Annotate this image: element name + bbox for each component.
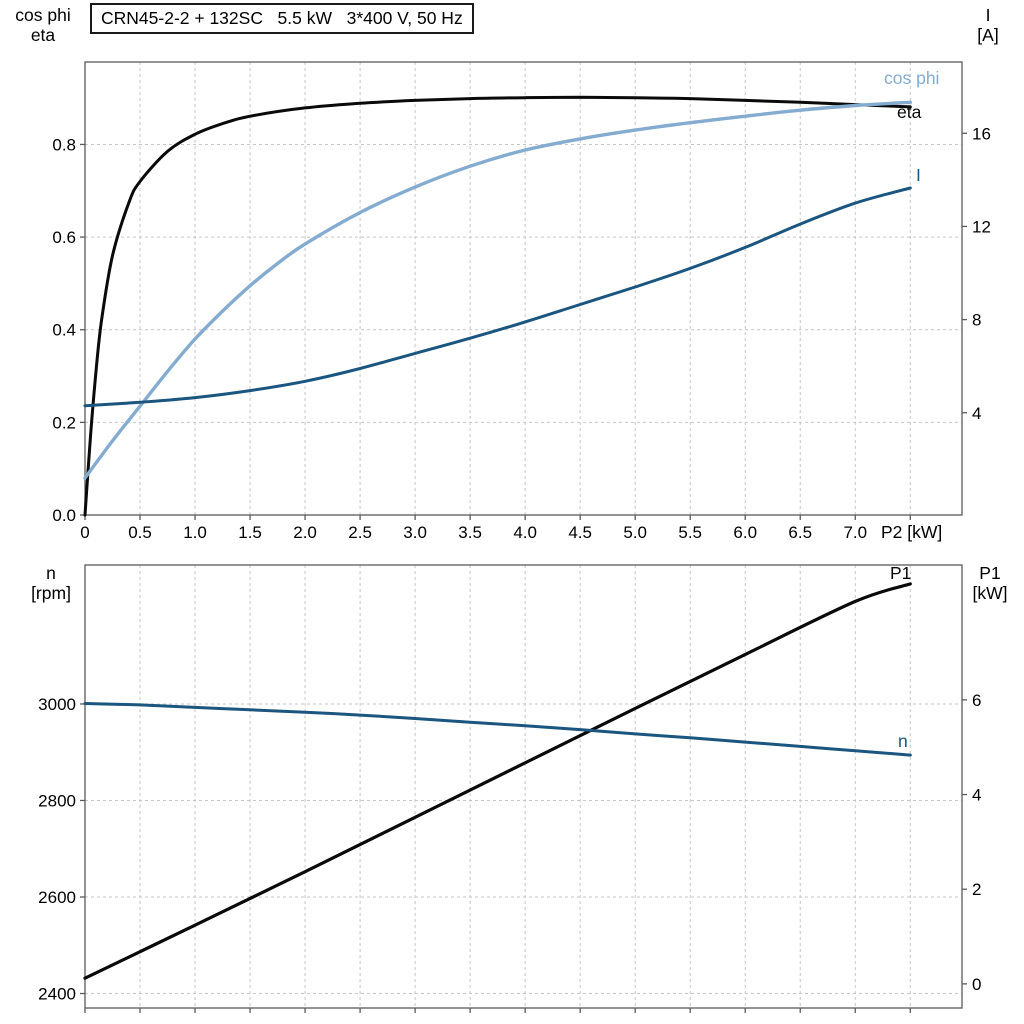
x-tick-label: 3.0 — [403, 523, 427, 542]
curve-eta — [83, 95, 912, 517]
curve-label-current: I — [916, 165, 921, 185]
chart-title-box: CRN45-2-2 + 132SC 5.5 kW 3*400 V, 50 Hz — [90, 3, 474, 34]
plot-frame — [84, 61, 963, 516]
axis-title-speed: n [rpm] — [22, 563, 80, 603]
axis-title-current-symbol: I — [985, 5, 991, 25]
y-right-tick-label: 12 — [972, 217, 991, 236]
curve-cos-phi — [83, 100, 912, 480]
curve-label-speed: n — [898, 731, 908, 751]
axis-title-speed-unit: [rpm] — [31, 582, 71, 603]
axis-title-eta: eta — [30, 24, 56, 45]
y-left-tick-label: 0.2 — [52, 413, 76, 432]
y-right-tick-label: 16 — [972, 124, 991, 143]
curve-current — [83, 186, 912, 408]
x-tick-label: 4.0 — [513, 523, 537, 542]
axis-title-cosphi-eta: cos phi eta — [6, 5, 80, 45]
x-tick-label: 6.5 — [788, 523, 812, 542]
y-left-tick-label: 0.8 — [52, 135, 76, 154]
x-tick-label: 6.0 — [733, 523, 757, 542]
x-tick-label: 5.0 — [623, 523, 647, 542]
x-tick-label: 0.5 — [128, 523, 152, 542]
y-left-tick-label: 0.4 — [52, 321, 76, 340]
motor-electrical-chart: 0.0 0.2 0.4 0.6 0.8 4 8 12 16 0 0.5 1.0 1.5 2.0 2.5 3.0… — [52, 61, 991, 542]
y-right-tick-label: 0 — [972, 975, 981, 994]
y-right-tick-label: 4 — [972, 786, 981, 805]
x-tick-label: 2.5 — [348, 523, 372, 542]
plot-frame — [84, 564, 963, 1009]
x-tick-label: 1.5 — [238, 523, 262, 542]
curve-p1 — [83, 582, 912, 980]
x-tick-label: 3.5 — [458, 523, 482, 542]
axis-title-current: I [A] — [964, 5, 1012, 45]
y-right-tick-label: 4 — [972, 404, 981, 423]
x-tick-label: 7.0 — [843, 523, 867, 542]
axis-title-p1-unit: [kW] — [972, 582, 1008, 603]
speed-power-chart: 2400 2600 2800 3000 0 2 4 6 — [38, 564, 981, 1013]
y-right-tick-label: 2 — [972, 880, 981, 899]
x-tick-label: 2.0 — [293, 523, 317, 542]
y-left-tick-label: 2600 — [38, 888, 76, 907]
curve-label-eta: eta — [897, 102, 922, 122]
x-tick-label: 5.5 — [678, 523, 702, 542]
axis-title-speed-symbol: n — [46, 563, 56, 583]
curve-label-cos-phi: cos phi — [884, 68, 940, 88]
x-tick-label: 0 — [80, 523, 89, 542]
y-right-tick-label: 8 — [972, 311, 981, 330]
y-right-tick-label: 6 — [972, 691, 981, 710]
y-left-tick-label: 2800 — [38, 791, 76, 810]
curve-label-p1: P1 — [890, 563, 912, 583]
y-left-tick-label: 2400 — [38, 985, 76, 1004]
x-tick-label: 4.5 — [568, 523, 592, 542]
x-axis-title: P2 [kW] — [881, 522, 943, 542]
axis-title-current-unit: [A] — [977, 24, 999, 45]
axis-title-cos-phi: cos phi — [15, 5, 71, 25]
y-left-tick-label: 3000 — [38, 695, 76, 714]
y-left-tick-label: 0.0 — [52, 506, 76, 525]
curve-speed — [83, 702, 912, 757]
x-tick-label: 1.0 — [183, 523, 207, 542]
axis-title-p1: P1 [kW] — [962, 563, 1018, 603]
y-left-tick-label: 0.6 — [52, 228, 76, 247]
axis-title-p1-symbol: P1 — [979, 563, 1001, 583]
